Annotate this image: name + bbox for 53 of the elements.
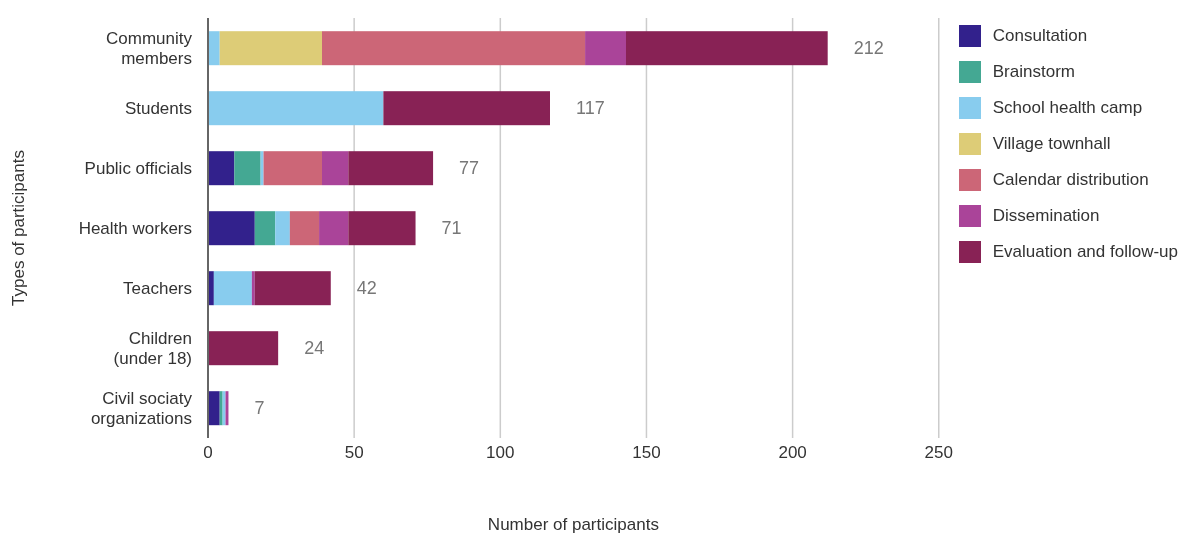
x-tick-label: 250 [924,443,953,463]
x-tick-label: 100 [486,443,515,463]
bar [234,151,261,186]
legend-label: Calendar distribution [992,170,1149,190]
bar [260,151,264,186]
bar [626,31,828,66]
bar [213,271,252,306]
x-tick-label: 150 [632,443,661,463]
y-tick-label: Teachers [123,278,192,298]
legend-label: Dissemination [992,206,1100,226]
bar [208,91,384,126]
y-tick-label: Students [124,98,192,118]
y-tick-label: Civil sociaty organizations [90,388,193,428]
legend-label: Consultation [992,26,1088,46]
bar [348,151,434,186]
y-axis-title: Types of participants [9,150,29,306]
bar [208,31,220,66]
bar [263,151,322,186]
y-tick-label: Children (under 18) [113,328,192,368]
bar [208,331,279,366]
total-label: 212 [853,38,884,59]
bar [208,211,255,246]
legend-label: Evaluation and follow-up [992,242,1178,262]
x-tick-label: 200 [778,443,807,463]
bar [322,31,586,66]
bar [348,211,416,246]
bar [254,211,276,246]
y-tick-label: Public officials [84,158,192,178]
y-tick-label: Community members [106,28,193,68]
bar [208,151,235,186]
bar [219,31,322,66]
bar [319,211,349,246]
x-axis-title: Number of participants [487,515,659,534]
bar [275,211,290,246]
legend-label: Village townhall [992,134,1111,154]
bar [254,271,331,306]
bar [251,271,255,306]
bar [208,391,220,426]
total-label: 24 [304,338,325,359]
bar [322,151,349,186]
bar [289,211,320,246]
total-label: 42 [356,278,377,299]
bar [585,31,626,66]
y-tick-label: Health workers [78,218,192,238]
bar [383,91,550,126]
x-tick-label: 50 [344,443,364,463]
total-label: 77 [459,158,480,179]
total-label: 117 [576,98,605,119]
legend-label: Brainstorm [992,62,1075,82]
total-label: 7 [254,398,265,419]
legend-label: School health camp [992,98,1143,118]
total-label: 71 [441,218,462,239]
x-tick-label: 0 [203,443,213,463]
